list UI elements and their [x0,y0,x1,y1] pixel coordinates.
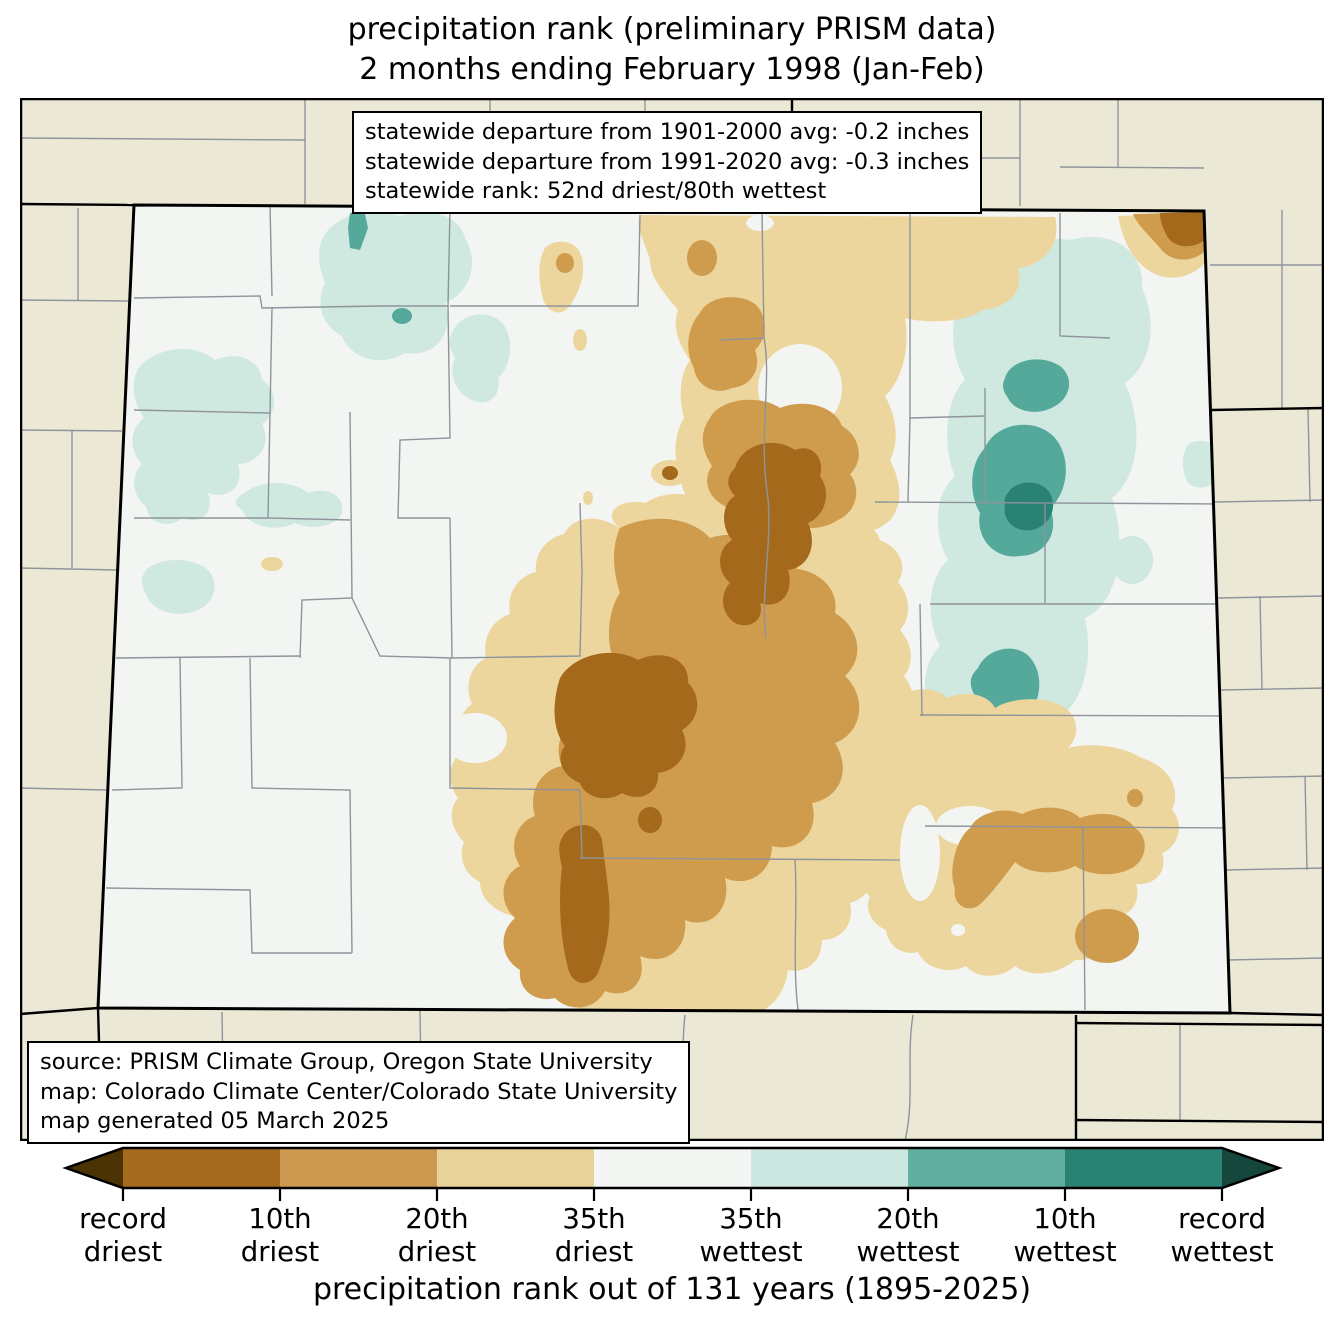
stats-line-3: statewide rank: 52nd driest/80th wettest [365,178,827,205]
central-dark-core [554,652,698,799]
colorbar-left-arrow [66,1148,123,1188]
source-line-2: map: Colorado Climate Center/Colorado St… [40,1078,678,1105]
wet-region-dark-core [1004,482,1054,531]
title-line-2: 2 months ending February 1998 (Jan-Feb) [359,51,985,87]
stats-line-2: statewide departure from 1991-2020 avg: … [365,148,970,175]
colorbar-seg-middle [594,1148,751,1188]
colorbar-right-arrow [1222,1148,1279,1188]
cb-label-35th-driest: 35th driest [554,1203,634,1268]
title-line-1: precipitation rank (preliminary PRISM da… [347,12,997,47]
cb-label-20th-driest: 20th driest [397,1203,477,1268]
colorbar-seg-record-driest [123,1148,280,1188]
colorbar-seg-10th-wettest [1065,1148,1222,1188]
colorbar-seg-35th-wettest [751,1148,908,1188]
colorbar-seg-20th-wettest [908,1148,1065,1188]
source-line-3: map generated 05 March 2025 [40,1108,390,1135]
statewide-stats-box: statewide departure from 1901-2000 avg: … [352,111,983,215]
source-line-1: source: PRISM Climate Group, Oregon Stat… [40,1049,653,1075]
northeast-corner-dark [1160,212,1205,247]
dry-region-dark [554,212,1205,984]
southeast-medium-band [952,807,1145,909]
front-range-dark-core [720,442,827,626]
cb-label-20th-wettest: 20th wettest [856,1203,960,1268]
cb-label-record-driest: record driest [79,1203,167,1268]
map-title: precipitation rank (preliminary PRISM da… [0,10,1344,89]
source-credit-box: source: PRISM Climate Group, Oregon Stat… [27,1041,691,1145]
precipitation-rank-colorbar [62,1146,1283,1201]
colorbar-seg-20th-driest [437,1148,594,1188]
colorbar-seg-10th-driest [280,1148,437,1188]
colorado-county-lines [105,205,1230,1011]
colorbar-ticks [121,1188,1224,1201]
cb-label-10th-driest: 10th driest [240,1203,320,1268]
cb-label-record-wettest: record wettest [1170,1203,1274,1268]
stats-line-1: statewide departure from 1901-2000 avg: … [365,119,970,145]
cb-label-10th-wettest: 10th wettest [1013,1203,1117,1268]
colorbar-axis-label: precipitation rank out of 131 years (189… [312,1272,1032,1307]
colorado-precipitation-map [20,98,1324,1141]
cb-label-35th-wettest: 35th wettest [699,1203,803,1268]
northwest-teal-streak [348,210,368,250]
south-dark-streak [559,824,610,984]
